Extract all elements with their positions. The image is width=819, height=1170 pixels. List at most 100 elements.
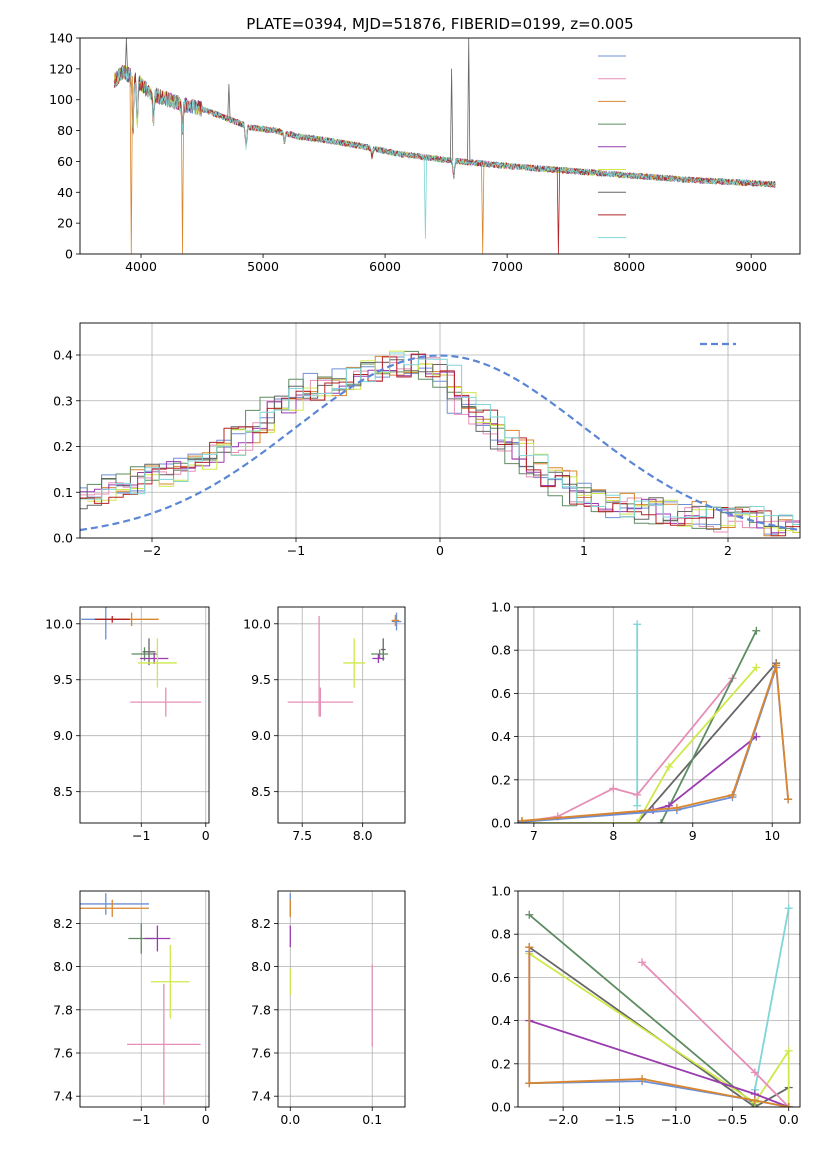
errorbars — [289, 893, 373, 1047]
chart-spectrum: 4000 5000 6000 7000 8000 9000 0 20 40 60 80 100 120 1… — [49, 31, 801, 274]
y-tick-label: 20 — [57, 216, 73, 231]
spectrum-spike — [450, 68, 454, 161]
gaussian-curve — [80, 354, 800, 532]
x-tick-label: −1.5 — [604, 1112, 634, 1127]
y-tick-label: 1.0 — [491, 600, 511, 615]
x-tick-label: −1.0 — [661, 1112, 691, 1127]
histogram-series — [80, 353, 800, 537]
x-tick-label: 8 — [609, 828, 617, 843]
x-tick-label: 7000 — [491, 259, 523, 274]
x-tick-label: 9 — [689, 828, 697, 843]
weight-series-line — [528, 952, 790, 1107]
y-tick-label: 7.6 — [53, 1046, 73, 1061]
spectrum-lines — [113, 38, 776, 254]
errorbars — [81, 607, 202, 717]
y-tick-label: 1.0 — [491, 884, 511, 899]
weight-series-line — [528, 914, 756, 1106]
y-tick-label: 9.0 — [251, 728, 271, 743]
y-tick-label: 0 — [65, 247, 73, 262]
y-tick-label: 0.2 — [53, 439, 73, 454]
y-tick-label: 9.0 — [53, 728, 73, 743]
x-tick-label: −0.5 — [717, 1112, 747, 1127]
axes-frame — [79, 37, 801, 255]
errorbars — [80, 893, 201, 1105]
weight-series-line — [528, 946, 790, 1107]
axes-frame — [79, 322, 801, 539]
y-tick-label: 60 — [57, 154, 73, 169]
y-tick-label: 8.2 — [53, 916, 73, 931]
histogram-series — [87, 352, 800, 525]
spectrum-series-line — [113, 65, 776, 188]
spectrum-series-line — [113, 67, 776, 188]
spectrum-series-line — [113, 65, 776, 188]
chart-massweight_vs_age: 7 8 9 10 0.0 0.2 0.4 0.6 0.8 1.0 — [491, 600, 801, 843]
chart-mass_vs_Z: −1 0 7.4 7.6 7.8 8.0 8.2 — [53, 890, 210, 1127]
spectrum-series-line — [113, 66, 776, 187]
y-tick-label: 8.5 — [251, 784, 271, 799]
y-tick-label: 120 — [49, 61, 73, 76]
y-tick-label: 7.8 — [53, 1002, 73, 1017]
x-tick-label: 0.1 — [362, 1112, 382, 1127]
y-tick-label: 140 — [49, 31, 73, 46]
y-tick-label: 0.6 — [491, 686, 511, 701]
x-tick-label: 8000 — [613, 259, 645, 274]
spectrum-spike — [556, 169, 560, 254]
y-tick-label: 0.8 — [491, 927, 511, 942]
weight-series-line — [521, 735, 757, 823]
y-tick-label: 0.4 — [491, 729, 511, 744]
errorbars — [287, 612, 402, 717]
spectrum-series-line — [113, 64, 776, 188]
y-tick-label: 0.6 — [491, 970, 511, 985]
axes-frame — [517, 606, 801, 824]
figure-title: PLATE=0394, MJD=51876, FIBERID=0199, z=0… — [246, 15, 633, 33]
x-tick-label: 7 — [530, 828, 538, 843]
x-tick-label: −1 — [132, 828, 150, 843]
weight-series-line — [521, 666, 789, 823]
y-tick-label: 7.8 — [251, 1002, 271, 1017]
spectrum-series-line — [113, 65, 776, 188]
y-tick-label: 0.4 — [53, 348, 73, 363]
y-tick-label: 100 — [49, 92, 73, 107]
y-tick-label: 0.1 — [53, 485, 73, 500]
y-tick-label: 40 — [57, 185, 73, 200]
chart-massweight_vs_Z: −2.0 −1.5 −1.0 −0.5 0.0 0.0 0.2 0.4 0.6 0.8 1.0 — [491, 884, 801, 1127]
y-tick-label: 0.4 — [491, 1013, 511, 1028]
x-tick-label: 9000 — [735, 259, 767, 274]
axes-frame — [79, 606, 210, 824]
axes-frame — [79, 890, 210, 1108]
x-tick-label: 0 — [202, 1112, 210, 1127]
x-tick-label: 7.5 — [292, 828, 312, 843]
x-tick-label: −1 — [132, 1112, 150, 1127]
y-tick-label: 0.2 — [491, 1056, 511, 1071]
x-tick-label: −2 — [143, 543, 161, 558]
spectrum-spike — [124, 38, 128, 74]
chart-residuals: −2 −1 0 1 2 0.0 0.1 0.2 0.3 0.4 — [53, 322, 801, 558]
chart-age_vs_mass: 7.5 8.0 8.5 9.0 9.5 10.0 — [243, 606, 406, 843]
x-tick-label: 8.0 — [353, 828, 373, 843]
x-tick-label: 0.0 — [280, 1112, 300, 1127]
weight-series-line — [660, 630, 758, 823]
spectrum-series-line — [113, 68, 776, 187]
chart-age_vs_Z: −1 0 8.5 9.0 9.5 10.0 — [45, 606, 210, 843]
y-tick-label: 0.8 — [491, 643, 511, 658]
y-tick-label: 8.2 — [251, 916, 271, 931]
spectrum-spike — [467, 38, 471, 163]
axes-frame — [277, 606, 406, 824]
y-tick-label: 9.5 — [251, 672, 271, 687]
weight-series-line — [636, 662, 777, 823]
weight-lines — [518, 620, 793, 823]
axes-frame — [277, 890, 406, 1108]
weight-lines — [525, 904, 793, 1107]
y-tick-label: 9.5 — [53, 672, 73, 687]
x-tick-label: 10 — [764, 828, 780, 843]
x-tick-label: 6000 — [369, 259, 401, 274]
y-tick-label: 0.3 — [53, 393, 73, 408]
y-tick-label: 0.0 — [491, 1100, 511, 1115]
x-tick-label: −2.0 — [548, 1112, 578, 1127]
spectrum-spike — [227, 83, 231, 120]
x-tick-label: 0.0 — [779, 1112, 799, 1127]
x-tick-label: 2 — [724, 543, 732, 558]
spectrum-spike — [481, 163, 485, 254]
weight-series-line — [522, 666, 757, 823]
